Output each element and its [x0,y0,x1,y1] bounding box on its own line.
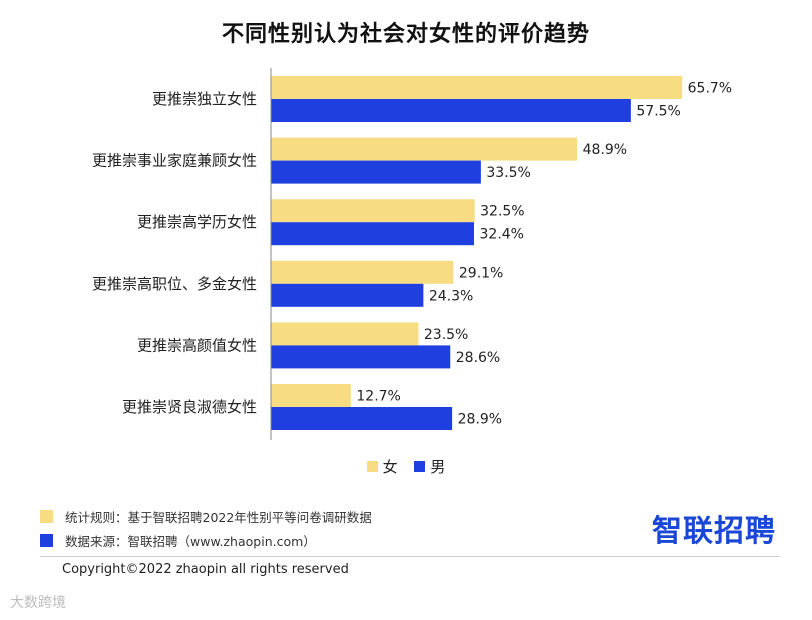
note-rule-text: 统计规则：基于智联招聘2022年性别平等问卷调研数据 [65,509,372,525]
bar-male [271,407,453,430]
data-label: 23.5% [424,327,468,343]
bar-male [271,160,481,184]
data-label: 33.5% [486,165,530,181]
zhaopin-logo: 智联招聘 [652,514,776,549]
notes: 统计规则：基于智联招聘2022年性别平等问卷调研数据 数据来源：智联招聘（www… [40,504,372,552]
note-square-blue [40,533,53,547]
category-label: 更推崇高颜值女性 [137,336,257,354]
note-square-yellow [40,509,53,523]
category-label: 更推崇独立女性 [152,90,257,108]
bar-female [271,260,454,284]
data-label: 48.9% [583,142,627,158]
note-rule: 统计规则：基于智联招聘2022年性别平等问卷调研数据 [40,504,372,528]
bar-male [271,345,451,369]
bar-female [271,384,351,407]
chart-title: 不同性别认为社会对女性的评价趋势 [221,22,590,47]
category-label: 更推崇高职位、多金女性 [92,275,257,293]
category-label: 更推崇贤良淑德女性 [122,398,257,416]
bar-female [271,199,475,223]
legend-label-female: 女 [382,458,398,476]
category-label: 更推崇高学历女性 [137,213,257,231]
bar-male [271,222,474,246]
bar-male [271,99,631,122]
bar-male [271,283,424,307]
note-source-text: 数据来源：智联招聘（www.zhaopin.com） [65,533,316,549]
data-label: 32.4% [480,227,524,243]
legend-label-male: 男 [430,458,446,476]
data-label: 28.6% [456,350,500,366]
bar-female [271,76,683,99]
note-source: 数据来源：智联招聘（www.zhaopin.com） [40,528,372,552]
data-label: 24.3% [429,288,473,304]
data-label: 12.7% [356,389,400,405]
data-label: 28.9% [458,412,502,428]
watermark: 大数跨境 [10,595,66,611]
data-label: 32.5% [480,204,524,220]
legend-swatch-male [414,461,426,472]
legend-item-female: 女 [366,456,398,477]
category-label: 更推崇事业家庭兼顾女性 [92,152,257,170]
data-label: 57.5% [636,104,680,120]
legend-item-male: 男 [414,456,445,477]
bar-chart: 更推崇独立女性 65.7% 57.5% 更推崇事业家庭兼顾女性 48.9% 33.5% 更推… [92,68,732,440]
bar-female [271,322,419,346]
legend-swatch-female [366,461,378,472]
data-label: 29.1% [459,265,503,281]
legend: 女 男 [0,456,812,477]
divider [40,556,780,557]
bar-female [271,137,578,161]
copyright: Copyright©2022 zhaopin all rights reserv… [62,562,349,577]
data-label: 65.7% [688,81,732,97]
